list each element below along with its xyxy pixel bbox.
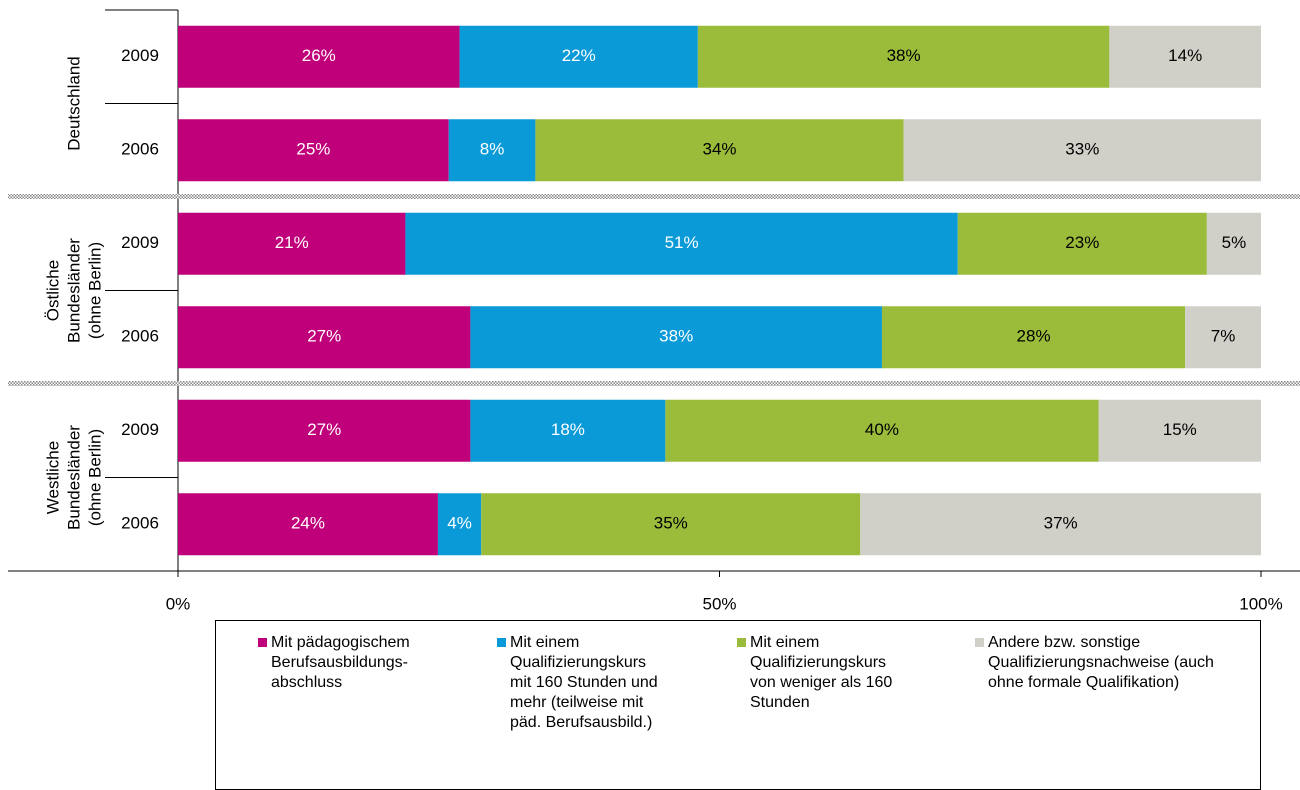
data-label: 28% — [1017, 327, 1051, 346]
x-tick-label: 50% — [702, 594, 736, 613]
y-tick-label: 2006 — [121, 140, 159, 159]
legend: Mit pädagogischem Berufsausbildungs-absc… — [215, 620, 1261, 790]
data-label: 23% — [1065, 233, 1099, 252]
data-label: 35% — [654, 514, 688, 533]
group-label: (ohne Berlin) — [85, 242, 104, 339]
data-label: 34% — [702, 140, 736, 159]
chart: 2009 26% 22% 38% 14% 2006 25% 8% 34% 33% 2009 21% 51… — [8, 9, 1300, 613]
bar-segment — [437, 493, 482, 556]
group-separator — [8, 194, 1300, 199]
bar-segment — [178, 399, 471, 462]
y-tick-label: 2009 — [121, 233, 159, 252]
data-label: 8% — [480, 140, 505, 159]
data-label: 7% — [1211, 327, 1236, 346]
data-label: 25% — [296, 140, 330, 159]
data-label: 5% — [1222, 233, 1247, 252]
legend-item: Mit pädagogischem Berufsausbildungs-absc… — [258, 633, 471, 693]
legend-swatch — [975, 638, 984, 647]
data-label: 33% — [1065, 140, 1099, 159]
data-label: 26% — [302, 46, 336, 65]
group-label: (ohne Berlin) — [85, 429, 104, 526]
legend-swatch — [258, 638, 267, 647]
legend-swatch — [497, 638, 506, 647]
bar-segment — [860, 493, 1261, 556]
legend-item: Mit einem Qualifizierungskurs mit 160 St… — [497, 633, 670, 733]
bar-segment — [903, 119, 1261, 182]
data-label: 18% — [551, 420, 585, 439]
bar-segment — [470, 306, 882, 369]
y-tick-label: 2006 — [121, 327, 159, 346]
group-separator — [8, 381, 1300, 386]
group-label: Deutschland — [64, 56, 83, 151]
data-label: 38% — [887, 46, 921, 65]
legend-label: Mit einem Qualifizierungskurs mit 160 St… — [510, 634, 658, 731]
bar-segment — [459, 25, 698, 88]
bar-segment — [470, 399, 666, 462]
y-tick-label: 2009 — [121, 420, 159, 439]
data-label: 51% — [665, 233, 699, 252]
data-label: 27% — [307, 420, 341, 439]
bar-segment — [881, 306, 1186, 369]
legend-swatch — [737, 638, 746, 647]
data-label: 14% — [1168, 46, 1202, 65]
data-label: 27% — [307, 327, 341, 346]
bar-segment — [1206, 212, 1261, 275]
bar-segment — [1185, 306, 1261, 369]
data-label: 22% — [562, 46, 596, 65]
x-tick-label: 0% — [166, 594, 191, 613]
bar-segment — [1109, 25, 1261, 88]
data-label: 37% — [1044, 514, 1078, 533]
x-tick-label: 100% — [1239, 594, 1282, 613]
legend-item: Andere bzw. sonstige Qualifizierungsnach… — [975, 633, 1238, 693]
y-tick-label: 2009 — [121, 46, 159, 65]
bar-segment — [957, 212, 1207, 275]
group-label: Östliche — [43, 260, 62, 321]
bar-segment — [535, 119, 904, 182]
data-label: 21% — [275, 233, 309, 252]
legend-label: Mit pädagogischem Berufsausbildungs-absc… — [271, 634, 410, 691]
legend-label: Mit einem Qualifizierungskurs von wenige… — [750, 634, 893, 711]
bar-segment — [448, 119, 536, 182]
data-label: 40% — [865, 420, 899, 439]
group-label: Bundesländer — [64, 238, 83, 343]
legend-label: Andere bzw. sonstige Qualifizierungsnach… — [988, 634, 1214, 691]
bar-segment — [178, 212, 406, 275]
group-label: Bundesländer — [64, 425, 83, 530]
y-tick-label: 2006 — [121, 514, 159, 533]
bar-segment — [481, 493, 861, 556]
bar-segment — [697, 25, 1110, 88]
bar-segment — [178, 25, 460, 88]
group-label: Westliche — [43, 441, 62, 514]
data-label: 15% — [1163, 420, 1197, 439]
data-label: 4% — [447, 514, 472, 533]
bar-segment — [665, 399, 1099, 462]
legend-item: Mit einem Qualifizierungskurs von wenige… — [737, 633, 910, 713]
bar-segment — [178, 493, 438, 556]
bar-segment — [178, 306, 471, 369]
bar-segment — [1098, 399, 1261, 462]
bar-segment — [178, 119, 449, 182]
data-label: 24% — [291, 514, 325, 533]
bar-segment — [405, 212, 958, 275]
data-label: 38% — [659, 327, 693, 346]
